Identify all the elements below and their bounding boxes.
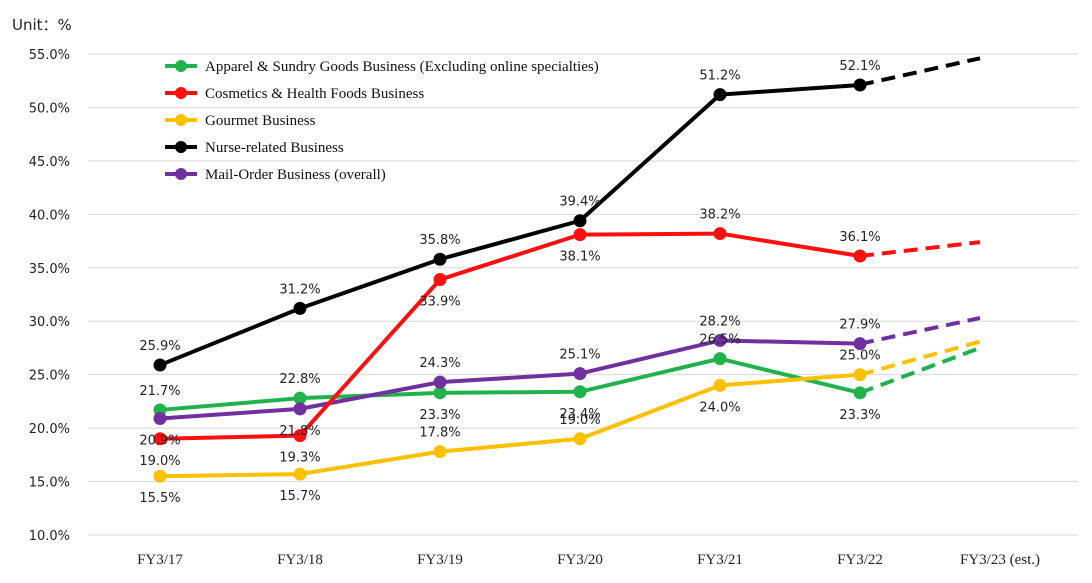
data-label: 24.0% bbox=[699, 400, 740, 415]
data-point bbox=[713, 333, 727, 347]
data-point bbox=[433, 445, 447, 459]
series-line bbox=[159, 231, 861, 441]
data-labels: 21.7% 22.8% 23.3% 23.4% 26.5% 23.3% 15.5% 15.7%… bbox=[139, 59, 880, 506]
x-tick-label: FY3/20 bbox=[557, 552, 603, 568]
data-point bbox=[293, 402, 307, 416]
x-tick-label: FY3/17 bbox=[137, 552, 183, 568]
data-point bbox=[713, 378, 727, 392]
data-label: 51.2% bbox=[699, 69, 740, 84]
legend-entry: Mail-Order Business (overall) bbox=[205, 167, 386, 183]
legend-swatch-marker bbox=[175, 114, 187, 126]
data-point bbox=[853, 368, 867, 382]
data-label: 26.5% bbox=[699, 333, 740, 348]
y-tick-label: 10.0% bbox=[29, 529, 70, 544]
series-line bbox=[159, 83, 861, 367]
y-tick-label: 40.0% bbox=[29, 208, 70, 223]
data-point bbox=[573, 432, 587, 446]
data-point bbox=[433, 386, 447, 400]
unit-label: Unit：% bbox=[12, 16, 72, 34]
x-tick-label: FY3/21 bbox=[697, 552, 743, 568]
data-point bbox=[573, 228, 587, 242]
data-label: 36.1% bbox=[839, 230, 880, 245]
series-line bbox=[159, 338, 861, 421]
data-label: 20.9% bbox=[139, 433, 180, 448]
y-tick-label: 20.0% bbox=[29, 422, 70, 437]
data-label: 23.4% bbox=[559, 407, 600, 422]
data-point bbox=[853, 249, 867, 263]
data-label: 38.2% bbox=[699, 208, 740, 223]
x-axis-ticks: FY3/17 FY3/18 FY3/19 FY3/20 FY3/21 FY3/22 FY3/… bbox=[137, 552, 1040, 568]
data-point bbox=[153, 432, 167, 446]
data-label: 33.9% bbox=[419, 295, 460, 310]
data-label: 39.4% bbox=[559, 195, 600, 210]
data-label: 23.3% bbox=[839, 408, 880, 423]
legend-entry: Gourmet Business bbox=[205, 113, 316, 129]
data-label: 17.8% bbox=[419, 426, 460, 441]
data-point bbox=[433, 375, 447, 389]
data-point bbox=[153, 469, 167, 483]
data-point bbox=[153, 411, 167, 425]
legend-entry: Cosmetics & Health Foods Business bbox=[205, 86, 424, 102]
y-tick-label: 50.0% bbox=[29, 101, 70, 116]
data-point bbox=[573, 385, 587, 399]
data-label: 38.1% bbox=[559, 250, 600, 265]
data-point bbox=[713, 227, 727, 241]
x-tick-label: FY3/19 bbox=[417, 552, 463, 568]
data-point bbox=[433, 273, 447, 287]
data-label: 27.9% bbox=[839, 318, 880, 333]
series-lines bbox=[153, 56, 981, 483]
data-point bbox=[713, 352, 727, 366]
data-label: 21.8% bbox=[279, 424, 320, 439]
data-label: 15.5% bbox=[139, 491, 180, 506]
data-label: 31.2% bbox=[279, 282, 320, 297]
data-point bbox=[433, 252, 447, 266]
data-label: 19.0% bbox=[559, 413, 600, 428]
data-point bbox=[293, 391, 307, 405]
data-point bbox=[573, 214, 587, 228]
x-tick-label: FY3/22 bbox=[837, 552, 883, 568]
data-point bbox=[153, 358, 167, 372]
y-tick-label: 15.0% bbox=[29, 476, 70, 491]
y-tick-label: 55.0% bbox=[29, 48, 70, 63]
data-point bbox=[853, 386, 867, 400]
data-label: 23.3% bbox=[419, 408, 460, 423]
y-tick-label: 25.0% bbox=[29, 369, 70, 384]
series-estimate-line bbox=[859, 240, 981, 259]
y-axis-ticks: 10.0% 15.0% 20.0% 25.0% 30.0% 35.0% 40.0% 45.0%… bbox=[29, 48, 70, 544]
series-line bbox=[159, 356, 861, 412]
legend: Apparel & Sundry Goods Business (Excludi… bbox=[165, 59, 599, 183]
legend-swatch-marker bbox=[175, 168, 187, 180]
series-line bbox=[159, 372, 861, 479]
data-label: 21.7% bbox=[139, 384, 180, 399]
x-tick-label: FY3/23 (est.) bbox=[960, 552, 1040, 568]
data-point bbox=[293, 467, 307, 481]
data-point bbox=[853, 337, 867, 351]
data-label: 25.1% bbox=[559, 348, 600, 363]
data-label: 22.8% bbox=[279, 372, 320, 387]
data-point bbox=[713, 88, 727, 102]
data-label: 15.7% bbox=[279, 489, 320, 504]
data-label: 19.3% bbox=[279, 451, 320, 466]
legend-entry: Nurse-related Business bbox=[205, 140, 344, 156]
data-label: 19.0% bbox=[139, 454, 180, 469]
data-label: 52.1% bbox=[839, 59, 880, 74]
legend-swatch-marker bbox=[175, 60, 187, 72]
legend-entry: Apparel & Sundry Goods Business (Excludi… bbox=[205, 59, 599, 75]
y-tick-label: 45.0% bbox=[29, 155, 70, 170]
y-tick-label: 30.0% bbox=[29, 315, 70, 330]
data-label: 35.8% bbox=[419, 233, 460, 248]
y-tick-label: 35.0% bbox=[29, 262, 70, 277]
data-label: 25.0% bbox=[839, 349, 880, 364]
legend-swatch-marker bbox=[175, 141, 187, 153]
data-point bbox=[573, 367, 587, 381]
x-tick-label: FY3/18 bbox=[277, 552, 323, 568]
data-point bbox=[293, 301, 307, 315]
data-point bbox=[293, 429, 307, 443]
data-point bbox=[853, 78, 867, 92]
data-label: 25.9% bbox=[139, 339, 180, 354]
legend-swatch-marker bbox=[175, 87, 187, 99]
data-label: 28.2% bbox=[699, 314, 740, 329]
data-label: 24.3% bbox=[419, 356, 460, 371]
